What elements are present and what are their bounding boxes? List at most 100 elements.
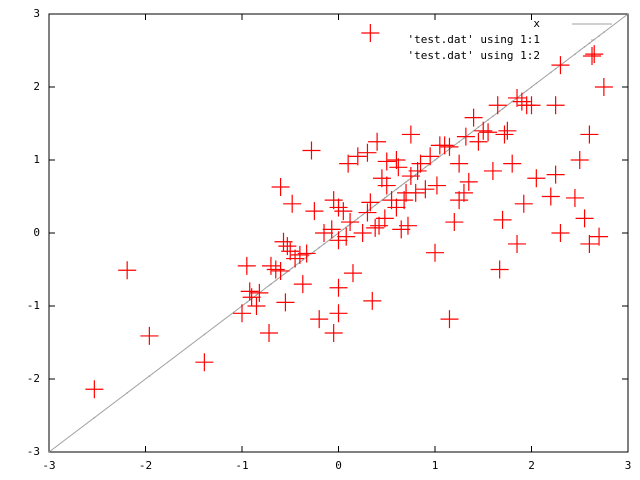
point: [511, 100, 513, 103]
point: [278, 237, 297, 256]
point: [403, 182, 405, 185]
point: [492, 115, 494, 117]
point: [603, 31, 605, 34]
point: [315, 224, 334, 242]
point: [332, 235, 335, 238]
point: [488, 96, 507, 115]
point: [574, 53, 576, 55]
point: [434, 159, 436, 161]
point: [570, 151, 589, 169]
point: [450, 191, 469, 210]
point: [464, 108, 483, 127]
point: [392, 220, 411, 239]
point: [387, 151, 406, 169]
point: [453, 144, 456, 147]
point: [302, 141, 321, 160]
point: [384, 197, 386, 199]
point: [126, 392, 128, 394]
point: [405, 181, 407, 183]
point: [366, 218, 385, 237]
point: [477, 126, 480, 128]
point: [522, 92, 525, 94]
legend-sample: [591, 39, 593, 41]
point: [290, 245, 309, 264]
point: [414, 173, 417, 176]
point: [385, 195, 388, 198]
point: [440, 310, 459, 329]
legend-sample: [583, 47, 601, 65]
point: [286, 249, 305, 268]
point: [426, 243, 444, 262]
point: [233, 304, 251, 323]
point: [358, 143, 377, 162]
point: [387, 198, 406, 217]
point: [454, 183, 473, 202]
point: [281, 242, 300, 261]
point: [398, 216, 417, 235]
legend-label: 'test.dat' using 1:2: [408, 49, 540, 62]
point: [546, 165, 565, 184]
point: [343, 264, 362, 283]
point: [416, 180, 435, 199]
point: [291, 267, 293, 269]
point: [503, 106, 506, 109]
point: [353, 224, 372, 242]
point: [361, 23, 380, 42]
point: [203, 333, 206, 336]
point: [421, 147, 440, 166]
point: [395, 191, 414, 210]
point: [594, 78, 613, 96]
point: [348, 147, 367, 166]
point: [357, 217, 359, 220]
point: [578, 49, 581, 52]
point: [329, 304, 348, 323]
point: [148, 375, 151, 377]
point: [580, 234, 599, 253]
point: [527, 169, 546, 188]
point: [459, 172, 478, 191]
y-tick-label: 0: [33, 226, 40, 239]
x-tick-label: -3: [42, 459, 55, 472]
point: [530, 86, 533, 88]
point: [411, 154, 430, 173]
point: [341, 213, 360, 232]
legend-label: 'test.dat' using 1:1: [408, 33, 540, 46]
point: [347, 224, 349, 227]
point: [551, 224, 570, 242]
point: [554, 67, 557, 70]
point: [195, 353, 214, 372]
point: [345, 226, 348, 228]
point: [397, 186, 400, 189]
point: [424, 166, 427, 169]
point: [324, 324, 343, 343]
point: [237, 256, 256, 275]
point: [514, 194, 533, 213]
point: [318, 246, 321, 249]
x-tick-label: -2: [139, 459, 152, 472]
point: [324, 191, 343, 210]
point: [276, 293, 295, 312]
point: [546, 96, 565, 115]
point: [261, 256, 280, 275]
point: [377, 176, 396, 195]
point: [490, 260, 509, 279]
point: [508, 88, 527, 107]
point: [381, 199, 383, 201]
y-tick-label: 2: [33, 80, 40, 93]
point: [575, 209, 594, 228]
point: [118, 261, 137, 280]
point: [508, 234, 527, 253]
point: [401, 125, 420, 144]
point: [374, 204, 376, 207]
point: [266, 260, 285, 279]
point: [506, 104, 509, 107]
point: [593, 38, 596, 41]
point: [456, 127, 475, 146]
point: [483, 161, 502, 180]
point: [329, 198, 348, 217]
point: [408, 161, 427, 180]
point: [361, 193, 380, 212]
point: [445, 213, 464, 232]
point: [400, 184, 403, 187]
point: [598, 35, 600, 37]
